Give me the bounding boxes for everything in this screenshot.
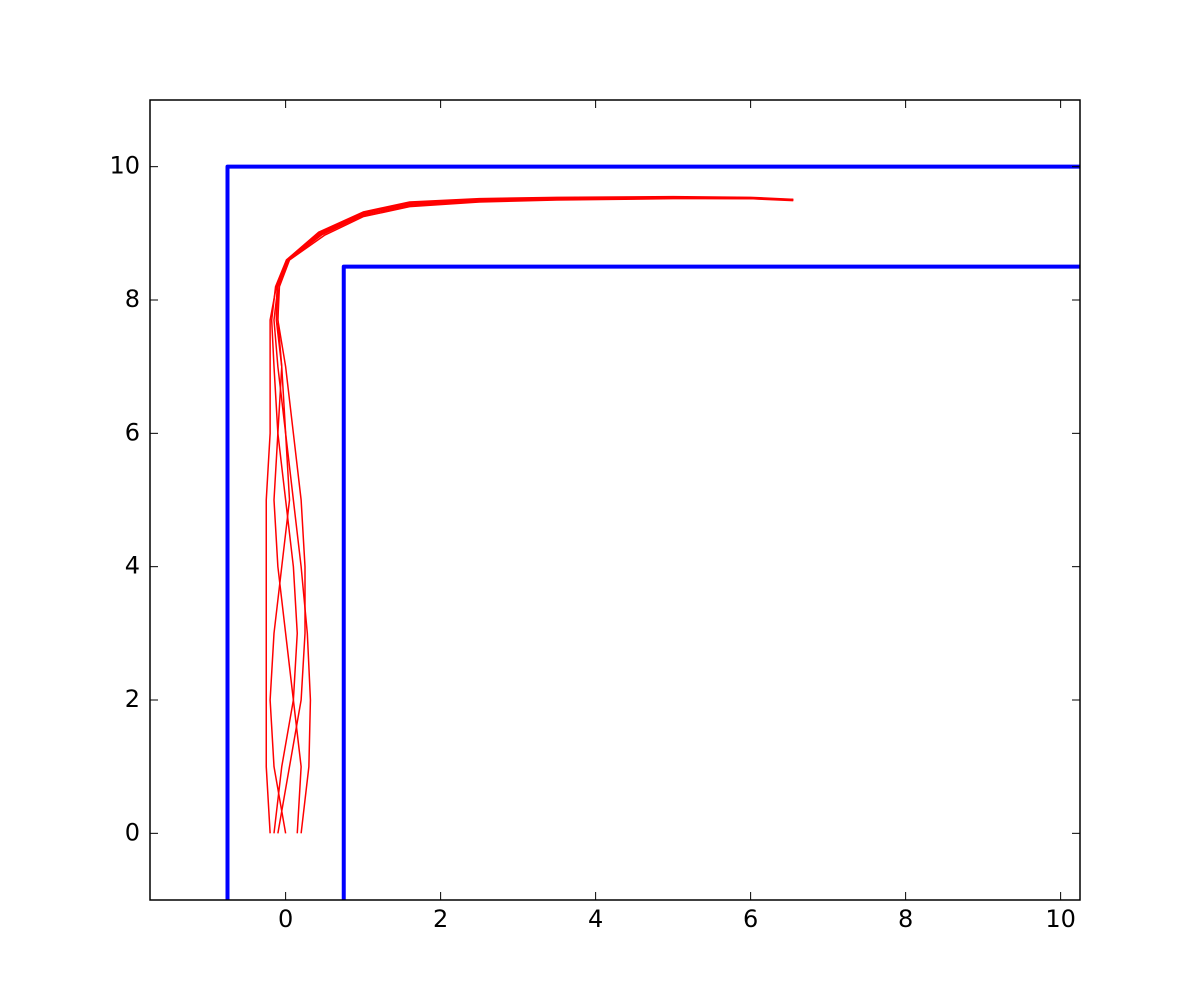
- axes-frame: [149, 99, 1081, 901]
- series-line: [225, 164, 1080, 900]
- series-line: [341, 264, 1080, 900]
- x-tick-label: 6: [743, 905, 758, 933]
- x-tick-label: 0: [278, 905, 293, 933]
- x-tick-label: 2: [433, 905, 448, 933]
- x-tick-label: 10: [1045, 905, 1076, 933]
- x-tick-label: 4: [588, 905, 603, 933]
- series-line: [277, 197, 794, 834]
- y-tick-label: 6: [125, 418, 140, 446]
- plot-area: [225, 164, 1080, 900]
- series-line: [270, 195, 794, 834]
- y-tick-label: 10: [109, 152, 140, 180]
- y-tick-label: 8: [125, 285, 140, 313]
- y-tick-label: 2: [125, 685, 140, 713]
- series-line: [273, 197, 794, 834]
- x-tick-label: 8: [898, 905, 913, 933]
- y-tick-label: 4: [125, 552, 140, 580]
- y-tick-label: 0: [125, 818, 140, 846]
